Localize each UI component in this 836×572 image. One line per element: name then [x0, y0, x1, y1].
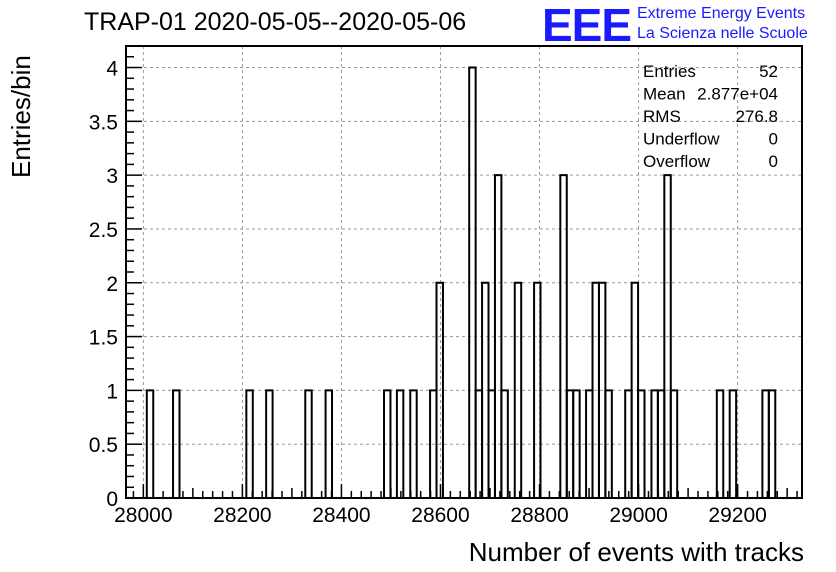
- logo-caption-line-2: La Scienza nelle Scuole: [637, 25, 808, 42]
- y-tick-label: 3: [106, 165, 118, 188]
- x-tick-label: 28000: [114, 504, 172, 527]
- x-tick-label: 28800: [510, 504, 568, 527]
- histogram-bin: [409, 389, 418, 498]
- stats-label: Mean: [643, 85, 686, 104]
- y-axis-label: Entries/bin: [6, 55, 36, 178]
- x-tick-label: 28600: [411, 504, 469, 527]
- histogram-bin: [533, 281, 542, 498]
- histogram-bin: [604, 389, 613, 498]
- eee-logo: EEE: [542, 0, 632, 51]
- y-tick-label: 3.5: [89, 111, 118, 134]
- stats-value: 276.8: [735, 107, 778, 126]
- histogram-bin: [559, 174, 568, 498]
- histogram-bin: [767, 389, 777, 498]
- histogram-bin: [172, 389, 181, 498]
- x-axis-label: Number of events with tracks: [468, 537, 804, 567]
- histogram-bin: [468, 66, 477, 498]
- y-tick-label: 1.5: [89, 327, 118, 350]
- stats-label: RMS: [643, 107, 681, 126]
- y-tick-label: 0.5: [89, 434, 118, 457]
- stats-value: 0: [769, 130, 778, 149]
- stats-value: 52: [759, 62, 778, 81]
- histogram-bin: [304, 389, 313, 498]
- histogram-bin: [245, 389, 254, 498]
- histogram-bin: [493, 174, 503, 498]
- histogram-bin: [669, 389, 679, 498]
- chart-title: TRAP-01 2020-05-05--2020-05-06: [84, 8, 467, 36]
- stats-label: Overflow: [643, 152, 711, 171]
- x-tick-label: 28400: [312, 504, 370, 527]
- histogram-bin: [500, 389, 509, 498]
- stats-value: 0: [769, 152, 778, 171]
- histogram-bin: [715, 389, 725, 498]
- histogram-bin: [435, 281, 444, 498]
- x-tick-label: 29000: [609, 504, 667, 527]
- y-tick-label: 4: [106, 58, 118, 81]
- histogram-bin: [383, 389, 392, 498]
- histogram-bin: [324, 389, 334, 498]
- histogram-bin: [663, 174, 672, 498]
- y-tick-label: 2.5: [89, 219, 118, 242]
- y-tick-label: 1: [106, 380, 118, 403]
- histogram-bin: [145, 389, 155, 498]
- stats-label: Underflow: [643, 130, 720, 149]
- y-tick-label: 2: [106, 273, 118, 296]
- histogram-bin: [728, 389, 738, 498]
- y-tick-label: 0: [106, 488, 118, 511]
- histogram-bin: [637, 389, 646, 498]
- logo-caption-line-1: Extreme Energy Events: [637, 5, 806, 22]
- histogram-bin: [572, 389, 581, 498]
- stats-value: 2.877e+04: [697, 85, 778, 104]
- histogram-bin: [265, 389, 274, 498]
- plot-frame: [125, 45, 803, 499]
- eee-logo-caption: Extreme Energy Events La Scienza nelle S…: [637, 4, 808, 44]
- x-tick-label: 28200: [213, 504, 271, 527]
- x-tick-label: 29200: [708, 504, 766, 527]
- histogram-bin: [395, 389, 405, 498]
- histogram-bin: [513, 281, 523, 498]
- stats-label: Entries: [643, 62, 696, 81]
